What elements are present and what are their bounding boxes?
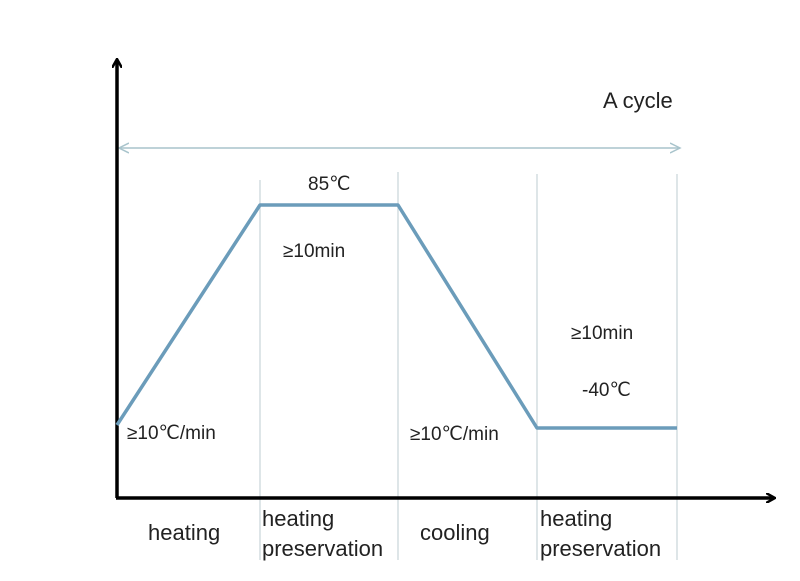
high-temp-label: 85℃	[308, 174, 350, 195]
temperature-profile-curve	[115, 203, 677, 430]
cooling-rate-label: ≥10℃/min	[410, 424, 499, 445]
phase-heating: heating	[148, 520, 220, 545]
phase-heating-preservation-2-line2: preservation	[540, 536, 661, 561]
high-duration-label: ≥10min	[283, 241, 345, 262]
phase-heating-preservation-2-line1: heating	[540, 506, 612, 531]
low-temp-label: -40℃	[582, 380, 631, 401]
low-duration-label: ≥10min	[571, 323, 633, 344]
cycle-label: A cycle	[603, 88, 673, 113]
heating-rate-label: ≥10℃/min	[127, 423, 216, 444]
phase-cooling: cooling	[420, 520, 490, 545]
phase-heating-preservation-1-line2: preservation	[262, 536, 383, 561]
phase-heating-preservation-1-line1: heating	[262, 506, 334, 531]
